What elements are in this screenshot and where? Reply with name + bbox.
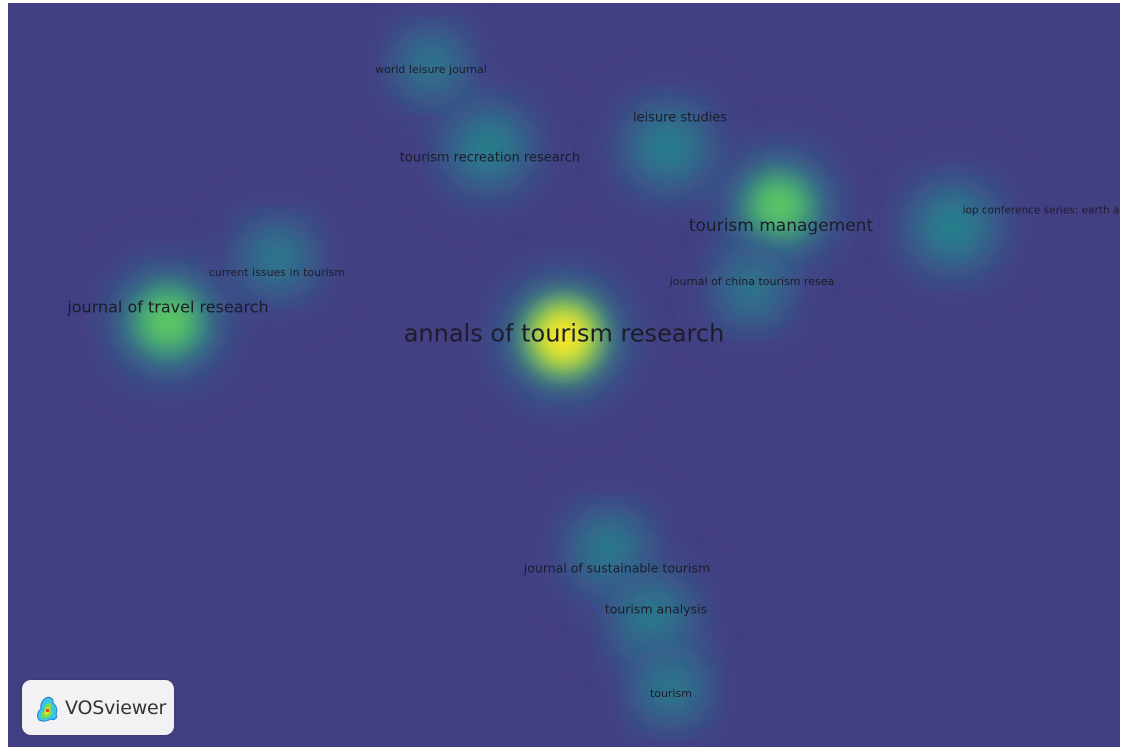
density-map[interactable]: annals of tourism research tourism manage… xyxy=(8,3,1120,747)
density-blob xyxy=(231,212,323,304)
density-blob xyxy=(900,174,1006,280)
density-core xyxy=(457,116,519,178)
journal-label[interactable]: tourism analysis xyxy=(605,601,707,616)
journal-label[interactable]: annals of tourism research xyxy=(404,319,725,347)
density-core xyxy=(406,40,456,90)
density-labels: annals of tourism research tourism manage… xyxy=(66,63,1119,700)
density-peak xyxy=(534,307,594,367)
density-core xyxy=(623,589,683,649)
journal-label[interactable]: journal of travel research xyxy=(66,298,268,317)
vosviewer-badge: VOSviewer xyxy=(22,680,174,735)
vosviewer-brand-text: VOSviewer xyxy=(65,696,167,719)
density-core xyxy=(645,662,697,714)
density-core xyxy=(921,195,985,259)
journal-label[interactable]: journal of china tourism resea xyxy=(669,275,835,288)
density-blob xyxy=(436,95,540,199)
density-core xyxy=(580,521,638,579)
density-blob xyxy=(106,259,230,383)
journal-label[interactable]: tourism xyxy=(650,687,692,700)
journal-label[interactable]: world leisure journal xyxy=(375,63,487,76)
density-blobs xyxy=(106,21,1006,734)
density-blob xyxy=(496,269,632,405)
journal-label[interactable]: tourism recreation research xyxy=(400,151,580,166)
density-blob xyxy=(616,95,720,199)
density-core xyxy=(251,232,303,284)
journal-label[interactable]: tourism management xyxy=(689,216,874,236)
density-core xyxy=(637,116,699,178)
density-blob xyxy=(718,146,840,268)
journal-label[interactable]: journal of sustainable tourism xyxy=(523,560,710,575)
density-blob xyxy=(708,245,796,333)
density-blob xyxy=(625,642,717,734)
journal-label[interactable]: leisure studies xyxy=(633,111,727,126)
density-blob xyxy=(387,21,475,109)
vosviewer-logo-icon xyxy=(37,696,58,722)
density-high xyxy=(138,291,198,351)
journal-label[interactable]: current issues in tourism xyxy=(209,266,345,279)
density-visualization[interactable]: annals of tourism research tourism manage… xyxy=(8,3,1120,747)
density-core xyxy=(727,264,777,314)
journal-label[interactable]: iop conference series: earth a xyxy=(963,205,1120,217)
density-high xyxy=(750,178,808,236)
